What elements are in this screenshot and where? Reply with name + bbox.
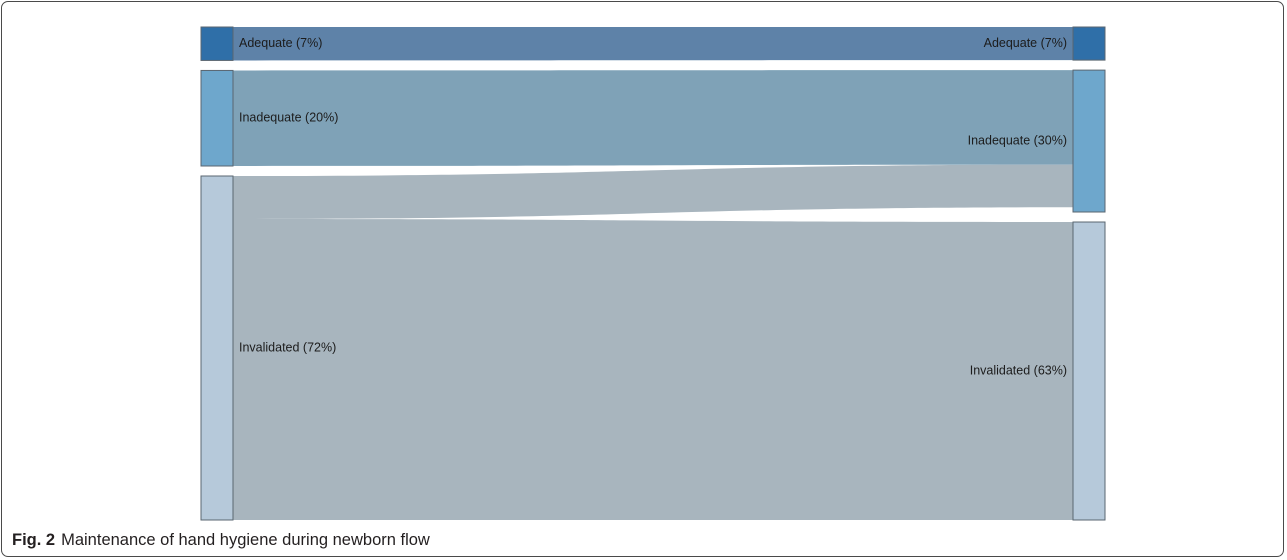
caption-prefix: Fig. 2 xyxy=(12,531,56,549)
node-left-invalidated xyxy=(200,175,234,521)
sankey-nodes xyxy=(200,26,1106,521)
node-right-adequate xyxy=(1072,26,1106,61)
flow-invalidated-to-inadequate xyxy=(233,164,1073,219)
node-left-inadequate xyxy=(200,69,234,167)
label-left-adequate: Adequate (7%) xyxy=(239,36,322,50)
node-left-adequate xyxy=(200,26,234,61)
label-left-invalidated: Invalidated (72%) xyxy=(239,340,336,354)
figure-caption: Fig. 2 Maintenance of hand hygiene during… xyxy=(12,531,430,550)
flow-inadequate-to-inadequate xyxy=(233,70,1073,166)
label-right-inadequate: Inadequate (30%) xyxy=(968,133,1067,147)
label-right-invalidated: Invalidated (63%) xyxy=(970,363,1067,377)
sankey-labels: Adequate (7%) Inadequate (20%) Invalidated… xyxy=(239,36,1067,377)
caption-text: Maintenance of hand hygiene during newbo… xyxy=(61,531,430,549)
flow-adequate-to-adequate xyxy=(233,27,1073,61)
node-right-invalidated xyxy=(1072,221,1106,521)
label-left-inadequate: Inadequate (20%) xyxy=(239,111,338,125)
sankey-links xyxy=(233,27,1073,520)
flow-invalidated-to-invalidated xyxy=(233,219,1073,520)
node-right-inadequate xyxy=(1072,69,1106,213)
sankey-diagram: Adequate (7%) Inadequate (20%) Invalidated… xyxy=(200,26,1106,521)
label-right-adequate: Adequate (7%) xyxy=(984,36,1067,50)
